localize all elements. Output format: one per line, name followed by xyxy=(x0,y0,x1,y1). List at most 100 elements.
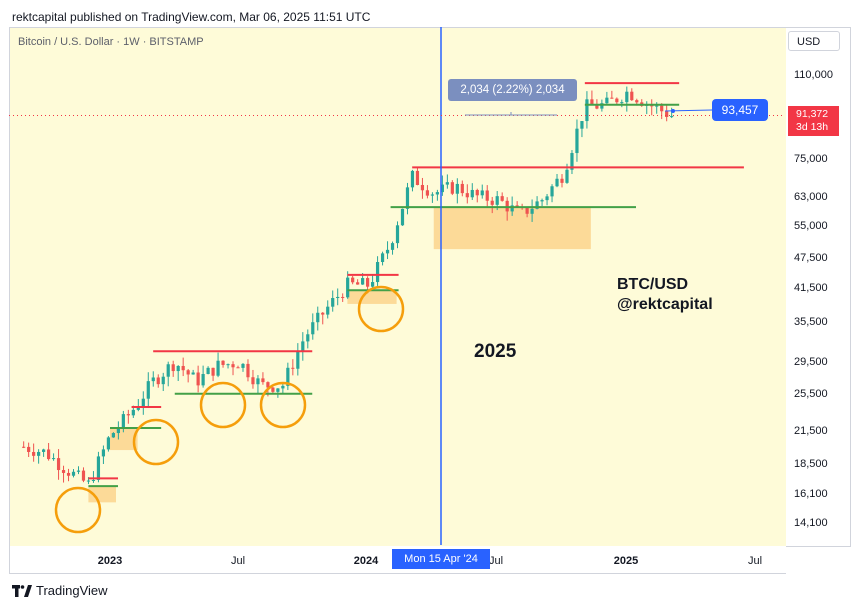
current-price-value: 91,372 xyxy=(796,108,829,120)
candle xyxy=(246,359,250,382)
candle xyxy=(390,241,395,255)
candle xyxy=(56,449,61,480)
candle xyxy=(375,256,380,286)
candle xyxy=(261,372,265,385)
x-tick-label: 2024 xyxy=(353,555,379,567)
candle xyxy=(37,449,41,464)
candle xyxy=(136,399,140,412)
candle xyxy=(316,306,320,331)
candle xyxy=(505,197,509,221)
y-tick-label: 35,500 xyxy=(794,315,828,328)
candle xyxy=(630,88,634,101)
candle xyxy=(181,357,185,377)
candle xyxy=(490,196,494,214)
candle xyxy=(550,184,554,203)
candle xyxy=(91,471,96,483)
x-tick-label: Jul xyxy=(230,555,246,567)
candle xyxy=(251,369,255,389)
candle xyxy=(216,352,220,378)
candle xyxy=(410,169,415,192)
callout-anchor xyxy=(671,109,675,113)
x-tick-label: 2023 xyxy=(97,555,123,567)
tradingview-logo[interactable]: TradingView xyxy=(12,583,108,598)
candle xyxy=(96,451,101,483)
candle xyxy=(101,445,106,464)
time-to-close: 3d 13h xyxy=(796,121,829,133)
candle xyxy=(610,90,614,99)
candle xyxy=(525,206,529,218)
candle xyxy=(291,359,295,376)
candle xyxy=(425,185,430,199)
candle xyxy=(620,99,624,108)
candle xyxy=(211,367,215,382)
y-tick-label: 47,500 xyxy=(794,252,828,265)
candle xyxy=(106,436,111,452)
y-tick-label: 55,000 xyxy=(794,220,828,233)
candle xyxy=(166,361,170,387)
candle xyxy=(640,99,644,107)
candle xyxy=(161,372,165,391)
y-tick-label: 63,000 xyxy=(794,190,828,203)
candle xyxy=(480,184,484,199)
candle xyxy=(555,173,559,188)
candle xyxy=(176,365,180,381)
candle xyxy=(460,180,464,197)
currency-button[interactable]: USD xyxy=(788,31,840,51)
candle xyxy=(435,189,439,201)
x-tick-label: 2025 xyxy=(613,555,639,567)
candle xyxy=(380,251,385,266)
highlight-circle xyxy=(54,486,102,534)
candle xyxy=(650,99,654,116)
candle xyxy=(585,91,589,129)
y-tick-label: 18,500 xyxy=(794,457,828,470)
candle xyxy=(321,312,325,325)
candle xyxy=(545,194,549,206)
candle xyxy=(151,371,155,387)
candle xyxy=(540,198,544,207)
candle xyxy=(206,366,210,375)
y-tick-label: 16,100 xyxy=(794,488,828,501)
candle xyxy=(485,185,489,207)
chart-pane[interactable] xyxy=(9,27,787,547)
candle xyxy=(625,86,629,112)
y-tick-label: 110,000 xyxy=(794,69,833,81)
candle xyxy=(231,361,235,376)
candle xyxy=(475,188,479,203)
candle xyxy=(385,241,390,260)
candle xyxy=(450,180,454,196)
candle xyxy=(560,174,564,188)
candle xyxy=(191,369,195,375)
candle xyxy=(605,91,609,105)
candle xyxy=(530,199,534,222)
handle-annotation: @rektcapital xyxy=(617,296,713,313)
candle xyxy=(326,300,330,319)
candle xyxy=(71,469,76,478)
candle xyxy=(470,183,474,201)
candle xyxy=(271,386,275,394)
price-callout[interactable]: 93,457 xyxy=(712,99,768,121)
candle xyxy=(660,103,664,120)
candle xyxy=(81,467,86,483)
candle xyxy=(440,175,444,196)
candle xyxy=(336,288,340,306)
candle xyxy=(430,192,435,203)
candle xyxy=(405,182,410,215)
candlestick-chart[interactable] xyxy=(9,27,785,545)
candle xyxy=(256,375,260,394)
candle xyxy=(186,368,190,383)
x-tick-label: Jul xyxy=(488,555,504,567)
candle xyxy=(575,119,579,162)
y-tick-label: 14,100 xyxy=(794,517,828,529)
candle xyxy=(116,421,120,440)
candle xyxy=(286,362,290,391)
candle xyxy=(111,432,115,438)
candle xyxy=(351,275,355,285)
candle xyxy=(395,221,400,249)
candle xyxy=(236,365,240,369)
candle xyxy=(141,391,145,415)
candle xyxy=(221,360,225,368)
highlight-circle xyxy=(357,285,405,333)
candle xyxy=(66,468,71,482)
measure-label[interactable]: 2,034 (2.22%) 2,034 xyxy=(448,79,577,101)
candle xyxy=(341,293,345,302)
